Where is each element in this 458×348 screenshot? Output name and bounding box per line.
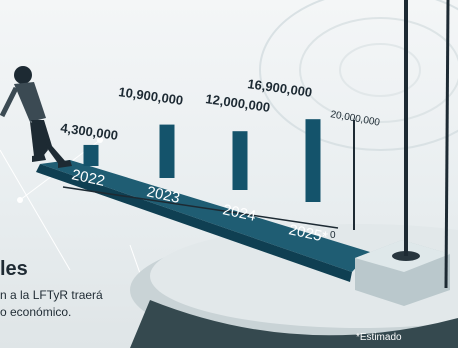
axis-tick-zero: 0 [330,230,336,241]
subheading-line-2: o económico. [0,305,72,319]
axis-line [62,186,339,229]
axis-tick-max: 20,000,000 [329,109,381,129]
flag-base [355,0,450,306]
category-label-1: 2023 [145,183,181,207]
bar-platform-edge [36,164,352,282]
footnote-estimated: *Estimado [356,332,402,343]
bar-value-label-2: 12,000,000 [205,91,272,115]
walking-person-illustration [0,66,72,168]
bars-group [83,119,321,202]
bar-2 [232,131,248,190]
section-heading: les [0,258,28,280]
bar-value-label-0: 4,300,000 [60,120,119,143]
bar-3 [305,119,321,202]
bar-0 [83,144,99,166]
category-label-2: 2024 [221,201,257,225]
category-label-0: 2022 [70,166,106,190]
bar-platform [40,160,370,272]
bar-value-label-1: 10,900,000 [118,84,185,108]
bar-value-label-3: 16,900,000 [247,76,314,100]
bar-1 [159,124,175,178]
subheading-line-1: n a la LFTyR traerá [0,288,103,302]
